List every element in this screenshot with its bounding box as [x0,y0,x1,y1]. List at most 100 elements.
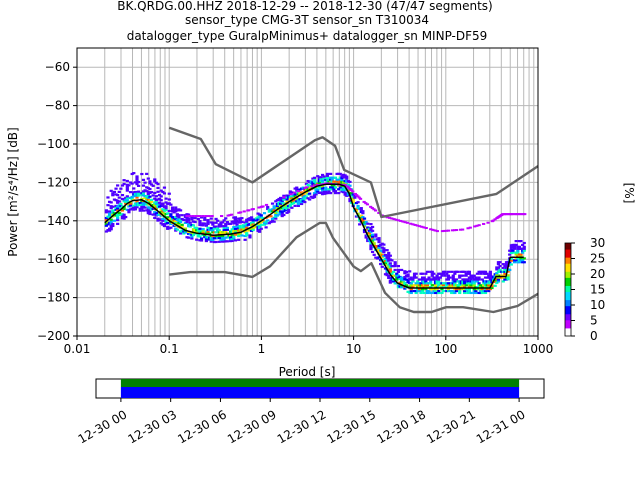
y-tick-label: −160 [37,252,70,266]
pdf-cell [438,272,442,275]
y-axis-ticks: −60−80−100−120−140−160−180−200 [37,60,77,343]
pdf-cell [132,191,136,194]
pdf-cell [246,223,250,226]
pdf-cell [475,280,480,283]
pdf-cell [396,219,401,222]
pdf-cell [177,219,181,223]
pdf-cell [387,276,391,279]
pdf-cell [198,215,202,218]
pdf-cell [417,225,422,228]
pdf-cell [479,270,483,273]
pdf-cell [379,255,383,258]
pdf-cell [483,286,488,289]
pdf-cell [429,270,433,273]
pdf-cell [109,224,113,227]
pdf-cell [420,225,424,228]
pdf-cell [396,268,400,272]
pdf-cell [430,291,434,295]
pdf-cell [361,219,365,222]
pdf-cell [290,200,294,204]
pdf-cell [521,243,525,247]
pdf-cell [162,192,167,195]
pdf-cell [130,197,134,201]
pdf-cell [416,284,420,287]
pdf-cell [517,259,522,262]
pdf-cell [209,227,213,230]
pdf-cell [132,172,136,175]
pdf-cell [519,240,523,243]
pdf-cell [159,202,163,206]
pdf-cell [125,195,129,198]
pdf-cell [137,192,141,195]
pdf-cell [372,238,376,241]
pdf-cell [106,229,110,232]
pdf-cell [406,275,410,278]
pdf-cell [373,209,378,212]
pdf-cell [390,278,394,281]
pdf-cell [195,238,199,241]
pdf-cell [299,199,304,202]
pdf-cell [174,227,178,230]
pdf-cell [393,268,397,272]
pdf-cell [467,284,471,287]
pdf-cell [258,228,262,231]
pdf-cell [230,230,234,233]
pdf-cell [190,216,194,219]
pdf-cell [289,193,293,196]
pdf-cell [311,196,315,199]
pdf-cell [467,272,471,275]
pdf-cell [430,288,434,291]
pdf-cell [419,282,423,285]
pdf-cell [161,208,165,211]
pdf-cell [382,258,386,262]
pdf-cell [351,201,355,204]
pdf-cell [162,186,167,189]
pdf-cell [377,256,381,259]
pdf-cell [340,175,344,178]
pdf-cell [161,217,165,220]
pdf-cell [120,217,125,220]
colorbar-step [565,287,571,290]
pdf-cell [140,192,144,195]
pdf-cell [158,205,162,208]
pdf-cell [387,259,391,262]
pdf-cell [495,277,499,281]
pdf-cell [372,208,376,211]
pdf-cell [346,193,350,196]
pdf-cell [358,219,362,222]
pdf-cell [462,278,467,281]
pdf-cell [490,284,494,288]
pdf-cell [143,206,147,209]
pdf-cell [335,178,339,181]
pdf-cell [222,228,226,232]
pdf-cell [469,286,473,289]
pdf-cell [233,218,238,221]
pdf-cell [433,286,438,289]
pdf-cell [421,278,425,281]
pdf-cell [183,231,188,234]
pdf-cell [482,280,486,283]
pdf-cell [262,212,267,215]
pdf-cell [280,201,284,204]
pdf-cell [159,210,163,213]
pdf-cell [220,236,225,239]
pdf-cell [274,217,278,220]
pdf-cell [243,225,247,228]
pdf-cell [188,225,192,228]
pdf-cell [154,200,158,204]
pdf-cell [130,195,134,199]
pdf-cell [167,192,171,195]
pdf-cell [306,183,310,186]
pdf-cell [312,194,317,197]
pdf-cell [433,282,438,285]
series-line-mode [104,183,524,289]
pdf-cell [456,270,460,273]
pdf-cell [125,199,129,202]
pdf-cell [379,262,383,266]
pdf-cell [299,187,304,190]
pdf-cell [311,177,315,180]
pdf-cell [185,218,189,222]
pdf-cell [266,205,270,209]
pdf-cell [209,234,213,237]
